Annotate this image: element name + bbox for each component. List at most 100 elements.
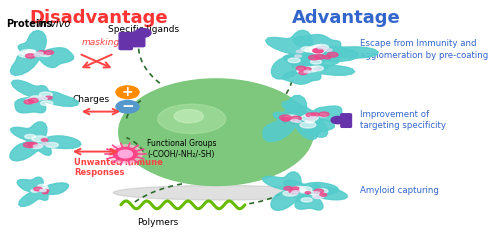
- Polygon shape: [319, 114, 328, 117]
- Polygon shape: [308, 55, 320, 60]
- Polygon shape: [38, 51, 46, 54]
- Polygon shape: [42, 143, 50, 145]
- Polygon shape: [28, 142, 38, 147]
- Polygon shape: [282, 101, 348, 137]
- Polygon shape: [286, 115, 298, 120]
- Text: masking: masking: [82, 38, 120, 48]
- Text: Unwanted Immune
Responses: Unwanted Immune Responses: [74, 158, 164, 177]
- FancyBboxPatch shape: [341, 114, 351, 127]
- Polygon shape: [314, 49, 324, 53]
- Polygon shape: [284, 180, 347, 210]
- Polygon shape: [288, 58, 300, 63]
- Text: Disadvantage: Disadvantage: [30, 9, 168, 27]
- Polygon shape: [300, 122, 316, 128]
- Polygon shape: [304, 48, 316, 52]
- Polygon shape: [299, 71, 308, 74]
- Polygon shape: [298, 187, 312, 192]
- Polygon shape: [263, 96, 334, 141]
- Polygon shape: [42, 191, 48, 194]
- Circle shape: [118, 79, 314, 185]
- Polygon shape: [40, 189, 46, 191]
- Polygon shape: [42, 138, 48, 141]
- Polygon shape: [304, 67, 311, 71]
- Polygon shape: [34, 54, 42, 57]
- Text: +: +: [122, 85, 134, 99]
- Polygon shape: [10, 122, 81, 161]
- Polygon shape: [24, 135, 36, 139]
- Polygon shape: [301, 47, 313, 51]
- Polygon shape: [40, 92, 52, 97]
- Polygon shape: [40, 190, 46, 192]
- Polygon shape: [305, 192, 310, 194]
- Polygon shape: [34, 187, 45, 191]
- Polygon shape: [310, 191, 319, 195]
- Polygon shape: [24, 100, 34, 104]
- FancyBboxPatch shape: [119, 33, 132, 49]
- Polygon shape: [282, 118, 290, 121]
- Polygon shape: [280, 115, 291, 120]
- Polygon shape: [304, 67, 318, 72]
- Polygon shape: [12, 80, 78, 113]
- Circle shape: [118, 150, 132, 158]
- Circle shape: [331, 116, 344, 124]
- Polygon shape: [304, 71, 311, 73]
- Text: in vivo: in vivo: [34, 19, 70, 29]
- Polygon shape: [314, 189, 324, 193]
- Polygon shape: [40, 101, 53, 106]
- Circle shape: [116, 100, 139, 113]
- Polygon shape: [314, 44, 328, 50]
- Polygon shape: [290, 192, 298, 195]
- Text: Escape from Immunity and
agglomeration by pre-coating: Escape from Immunity and agglomeration b…: [360, 39, 488, 60]
- Polygon shape: [301, 198, 312, 202]
- Polygon shape: [17, 177, 68, 206]
- Polygon shape: [42, 187, 48, 190]
- Polygon shape: [310, 66, 324, 71]
- Polygon shape: [314, 196, 320, 198]
- Polygon shape: [327, 52, 338, 57]
- Polygon shape: [312, 49, 323, 53]
- Ellipse shape: [174, 110, 204, 123]
- Text: Amyloid capturing: Amyloid capturing: [360, 186, 439, 195]
- Polygon shape: [266, 30, 358, 79]
- Polygon shape: [291, 116, 302, 121]
- Circle shape: [116, 86, 139, 98]
- Circle shape: [135, 28, 151, 37]
- Polygon shape: [10, 30, 74, 75]
- Polygon shape: [314, 55, 325, 59]
- Polygon shape: [32, 136, 47, 142]
- Polygon shape: [292, 191, 300, 193]
- Polygon shape: [30, 96, 42, 100]
- Polygon shape: [295, 121, 302, 122]
- Polygon shape: [262, 172, 338, 210]
- Circle shape: [114, 147, 138, 160]
- Polygon shape: [296, 50, 303, 53]
- Polygon shape: [289, 189, 299, 194]
- Ellipse shape: [158, 104, 226, 134]
- Polygon shape: [310, 47, 325, 53]
- Polygon shape: [309, 45, 326, 52]
- Polygon shape: [301, 115, 318, 121]
- Polygon shape: [310, 114, 318, 117]
- Polygon shape: [38, 184, 48, 188]
- Text: Charges: Charges: [72, 95, 110, 104]
- Text: Improvement of
targeting specificity: Improvement of targeting specificity: [360, 110, 446, 131]
- Polygon shape: [295, 55, 302, 57]
- Polygon shape: [297, 68, 310, 73]
- Text: Proteins: Proteins: [6, 19, 52, 29]
- Polygon shape: [31, 189, 38, 192]
- Polygon shape: [292, 186, 305, 191]
- Polygon shape: [298, 69, 308, 73]
- Polygon shape: [26, 54, 36, 58]
- Polygon shape: [34, 187, 42, 191]
- Polygon shape: [28, 98, 38, 103]
- Polygon shape: [305, 114, 314, 117]
- Polygon shape: [293, 35, 378, 71]
- Polygon shape: [18, 52, 33, 57]
- Circle shape: [108, 145, 142, 163]
- Polygon shape: [20, 49, 36, 56]
- Polygon shape: [26, 50, 36, 53]
- Polygon shape: [324, 49, 332, 51]
- Polygon shape: [319, 112, 329, 116]
- Polygon shape: [26, 98, 38, 103]
- Polygon shape: [44, 190, 49, 192]
